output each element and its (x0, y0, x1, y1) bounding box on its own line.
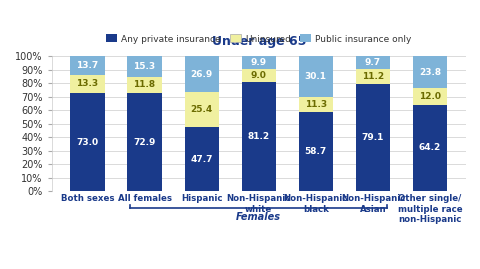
Text: 72.9: 72.9 (133, 137, 156, 147)
Bar (355, 69, 389, 84)
Bar (412, 105, 446, 192)
Text: 9.0: 9.0 (250, 71, 266, 80)
Bar (127, 56, 161, 77)
Bar (241, 69, 276, 82)
Text: 25.4: 25.4 (190, 105, 212, 114)
Text: Females: Females (236, 212, 281, 222)
Bar (127, 77, 161, 93)
Bar (412, 56, 446, 88)
Bar (355, 84, 389, 192)
Text: 12.0: 12.0 (418, 92, 440, 101)
Text: 79.1: 79.1 (361, 133, 384, 142)
Text: 81.2: 81.2 (247, 132, 269, 141)
Bar (184, 93, 218, 127)
Text: 47.7: 47.7 (190, 155, 213, 164)
Bar (184, 127, 218, 192)
Bar (241, 56, 276, 69)
Bar (298, 97, 332, 112)
Text: 13.7: 13.7 (76, 61, 98, 70)
Text: 64.2: 64.2 (418, 143, 440, 153)
Text: 11.8: 11.8 (133, 80, 156, 89)
Text: 9.7: 9.7 (364, 58, 380, 67)
Bar (70, 56, 105, 75)
Text: 58.7: 58.7 (304, 147, 326, 156)
Bar (298, 112, 332, 192)
Text: 26.9: 26.9 (190, 70, 212, 79)
Text: 15.3: 15.3 (133, 62, 156, 71)
Text: 9.9: 9.9 (250, 58, 266, 67)
Bar (355, 56, 389, 69)
Text: 73.0: 73.0 (76, 137, 98, 147)
Text: 11.2: 11.2 (361, 72, 383, 81)
Bar (70, 93, 105, 192)
Bar (412, 88, 446, 105)
Bar (241, 82, 276, 192)
Bar (298, 56, 332, 97)
Bar (127, 93, 161, 192)
Title: Under age 65: Under age 65 (211, 35, 305, 48)
Bar (184, 56, 218, 93)
Text: 30.1: 30.1 (304, 72, 326, 81)
Legend: Any private insurance, Uninsured, Public insurance only: Any private insurance, Uninsured, Public… (102, 31, 415, 47)
Text: 11.3: 11.3 (304, 100, 326, 109)
Text: 23.8: 23.8 (418, 68, 440, 77)
Text: 13.3: 13.3 (76, 79, 98, 88)
Bar (70, 75, 105, 93)
